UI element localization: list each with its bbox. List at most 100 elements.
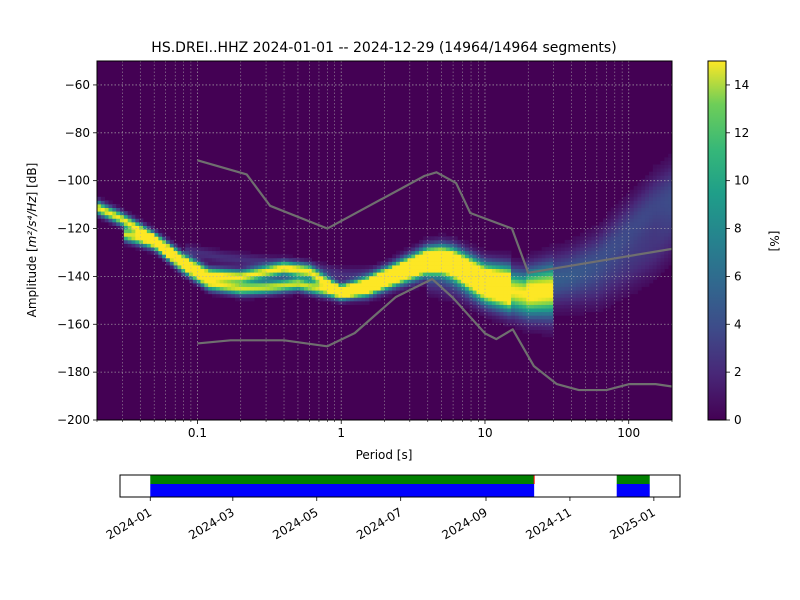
density-cell <box>235 290 240 295</box>
density-cell <box>587 247 592 252</box>
density-cell <box>135 232 140 237</box>
density-cell <box>430 290 435 295</box>
density-cell <box>131 218 136 223</box>
density-cell <box>668 171 672 176</box>
density-cell <box>223 268 228 273</box>
density-cell <box>618 272 623 277</box>
density-cell <box>307 279 313 284</box>
density-cell <box>576 272 581 277</box>
density-cell <box>373 297 378 302</box>
density-cell <box>541 315 546 320</box>
density-cell <box>545 322 550 327</box>
density-cell <box>468 275 474 280</box>
density-cell <box>656 250 661 255</box>
density-cell <box>173 268 178 273</box>
density-cell <box>603 218 608 223</box>
density-cell <box>465 254 470 259</box>
density-cell <box>580 286 585 291</box>
density-cell <box>162 247 167 252</box>
density-cell <box>311 268 316 273</box>
density-cell <box>518 326 523 331</box>
density-cell <box>530 308 535 313</box>
density-cell <box>212 286 217 291</box>
density-cell <box>649 232 654 237</box>
density-cell <box>323 272 328 277</box>
density-cell <box>649 211 654 216</box>
density-cell <box>430 293 435 298</box>
density-cell <box>338 275 343 280</box>
density-cell <box>242 286 247 291</box>
x-axis-label: Period [s] <box>356 448 413 462</box>
density-cell <box>442 282 447 287</box>
density-cell <box>599 221 604 226</box>
density-cell <box>212 247 217 252</box>
density-cell <box>641 221 646 226</box>
density-cell <box>200 250 205 255</box>
density-cell <box>633 282 638 287</box>
density-cell <box>353 279 359 284</box>
density-cell <box>392 282 397 287</box>
density-cell <box>583 236 589 241</box>
density-cell <box>235 254 240 259</box>
density-cell <box>603 225 608 230</box>
density-cell <box>399 257 405 262</box>
density-cell <box>185 257 190 262</box>
density-cell <box>614 275 619 280</box>
density-cell <box>330 272 336 277</box>
y-tick-label: −80 <box>65 126 90 140</box>
density-cell <box>480 268 485 273</box>
density-cell <box>235 279 240 284</box>
density-cell <box>357 290 362 295</box>
density-cell <box>530 257 535 262</box>
density-cell <box>603 304 608 309</box>
density-cell <box>629 247 635 252</box>
density-cell <box>388 286 393 291</box>
density-cell <box>277 261 282 266</box>
density-cell <box>146 243 152 248</box>
colorbar-tick-label: 2 <box>734 365 742 379</box>
density-cell <box>135 229 140 234</box>
density-cell <box>568 268 573 273</box>
density-cell <box>357 279 362 284</box>
density-cell <box>603 243 608 248</box>
density-cell <box>281 257 286 262</box>
density-cell <box>660 229 665 234</box>
density-cell <box>553 304 558 309</box>
density-cell <box>139 239 144 244</box>
density-cell <box>127 239 132 244</box>
density-cell <box>219 265 224 270</box>
density-cell <box>380 268 385 273</box>
density-cell <box>434 282 439 287</box>
density-cell <box>445 297 451 302</box>
density-cell <box>491 265 497 270</box>
density-cell <box>396 257 401 262</box>
density-cell <box>495 257 500 262</box>
density-cell <box>545 279 550 284</box>
density-cell <box>484 275 489 280</box>
density-cell <box>204 250 209 255</box>
density-cell <box>511 311 516 316</box>
density-cell <box>215 282 221 287</box>
density-cell <box>641 275 646 280</box>
density-cell <box>192 254 198 259</box>
density-cell <box>633 239 638 244</box>
density-cell <box>127 218 132 223</box>
density-cell <box>246 261 251 266</box>
coverage-tick-label: 2024-05 <box>270 505 320 542</box>
density-cell <box>415 286 420 291</box>
density-cell <box>664 243 669 248</box>
density-cell <box>419 239 424 244</box>
density-cell <box>591 308 596 313</box>
density-cell <box>242 279 247 284</box>
density-cell <box>557 247 562 252</box>
density-cell <box>549 286 554 291</box>
density-cell <box>637 243 642 248</box>
reference-curve-nhnm <box>197 159 672 274</box>
density-cell <box>660 247 665 252</box>
density-cell <box>541 261 546 266</box>
density-cell <box>399 265 405 270</box>
density-cell <box>656 268 661 273</box>
density-cell <box>319 268 324 273</box>
density-cell <box>572 286 577 291</box>
density-cell <box>622 221 627 226</box>
